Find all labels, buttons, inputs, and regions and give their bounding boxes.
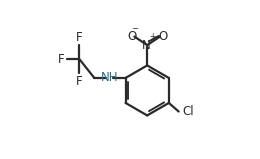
Text: F: F xyxy=(58,53,65,66)
Text: F: F xyxy=(76,31,83,44)
Text: N: N xyxy=(141,39,150,52)
Text: O: O xyxy=(127,30,136,43)
Text: +: + xyxy=(149,32,155,41)
Text: F: F xyxy=(76,75,83,88)
Text: Cl: Cl xyxy=(182,105,194,118)
Text: O: O xyxy=(158,30,167,43)
Text: NH: NH xyxy=(100,71,118,84)
Text: −: − xyxy=(132,24,139,33)
